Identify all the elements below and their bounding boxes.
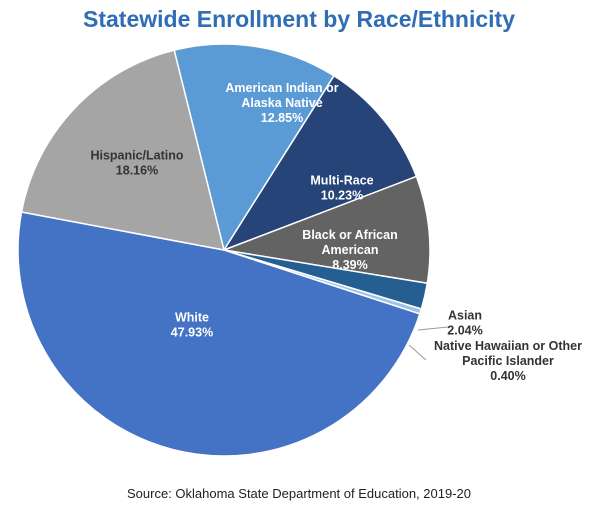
leader-line <box>408 344 427 361</box>
pie-slice-multi-race <box>222 74 418 252</box>
slice-label-multi-race: Multi-Race 10.23% <box>310 174 373 203</box>
slice-label-asian: Asian 2.04% <box>447 309 482 338</box>
leader-line <box>417 326 449 331</box>
pie-slice-white <box>17 211 421 457</box>
slice-label-native-hawaiian-or-other-pacific-islander: Native Hawaiian or Other Pacific Islander… <box>434 339 582 383</box>
slice-label-american-indian-or-alaska-native: American Indian or Alaska Native 12.85% <box>225 81 338 125</box>
chart-title: Statewide Enrollment by Race/Ethnicity <box>83 6 515 32</box>
slice-label-white: White 47.93% <box>171 311 213 340</box>
pie-slice-black-or-african-american <box>221 175 431 285</box>
slice-label-hispanic-latino: Hispanic/Latino 18.16% <box>90 149 183 178</box>
pie-slice-hispanic-latino <box>20 49 226 251</box>
chart-source: Source: Oklahoma State Department of Edu… <box>127 486 471 501</box>
pie-slice-american-indian-or-alaska-native <box>173 43 335 252</box>
slice-label-black-or-african-american: Black or African American 8.39% <box>302 228 397 272</box>
